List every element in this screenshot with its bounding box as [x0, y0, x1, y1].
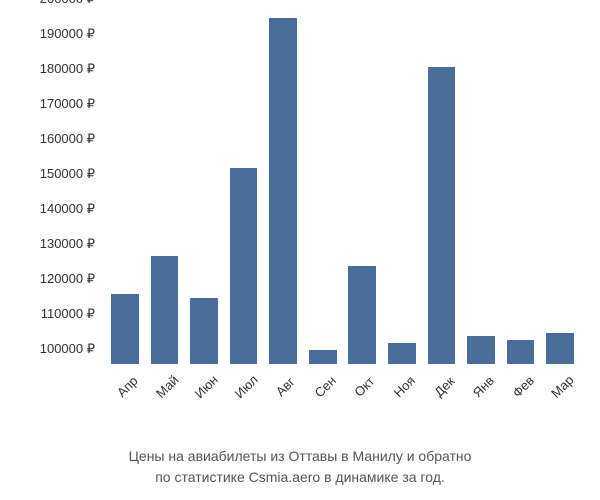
bar-slot — [184, 14, 224, 364]
bar — [230, 168, 258, 364]
bar-slot — [263, 14, 303, 364]
x-axis: АпрМайИюнИюлАвгСенОктНояДекЯнвФевМар — [105, 370, 580, 430]
bar — [546, 333, 574, 365]
y-tick-label: 190000 ₽ — [40, 26, 95, 42]
price-chart: 100000 ₽ 110000 ₽ 120000 ₽ 130000 ₽ 140000 ₽… — [0, 0, 600, 500]
bar — [269, 18, 297, 365]
y-tick-label: 130000 ₽ — [40, 236, 95, 252]
bar-slot — [303, 14, 343, 364]
y-tick-label: 180000 ₽ — [40, 61, 95, 77]
bar — [388, 343, 416, 364]
plot-area — [105, 15, 580, 365]
bar-slot — [224, 14, 264, 364]
bars-group — [105, 14, 580, 365]
y-tick-label: 120000 ₽ — [40, 271, 95, 287]
bar — [151, 256, 179, 365]
caption-line-2: по статистике Csmia.aero в динамике за г… — [155, 469, 445, 485]
bar — [190, 298, 218, 365]
chart-caption: Цены на авиабилеты из Оттавы в Манилу и … — [0, 446, 600, 488]
y-tick-label: 200000 ₽ — [40, 0, 95, 7]
bar — [428, 67, 456, 365]
bar-slot — [145, 14, 185, 364]
y-axis: 100000 ₽ 110000 ₽ 120000 ₽ 130000 ₽ 140000 ₽… — [0, 15, 100, 365]
bar-slot — [382, 14, 422, 364]
bar-slot — [422, 14, 462, 364]
bar — [348, 266, 376, 364]
bar — [111, 294, 139, 364]
caption-line-1: Цены на авиабилеты из Оттавы в Манилу и … — [129, 448, 472, 464]
bar-slot — [461, 14, 501, 364]
bar-slot — [342, 14, 382, 364]
bar — [467, 336, 495, 364]
y-tick-label: 160000 ₽ — [40, 131, 95, 147]
y-tick-label: 150000 ₽ — [40, 166, 95, 182]
bar-slot — [501, 14, 541, 364]
y-tick-label: 100000 ₽ — [40, 341, 95, 357]
y-tick-label: 140000 ₽ — [40, 201, 95, 217]
y-tick-label: 170000 ₽ — [40, 96, 95, 112]
bar-slot — [540, 14, 580, 364]
bar — [309, 350, 337, 364]
y-tick-label: 110000 ₽ — [41, 306, 95, 322]
bar-slot — [105, 14, 145, 364]
bar — [507, 340, 535, 365]
